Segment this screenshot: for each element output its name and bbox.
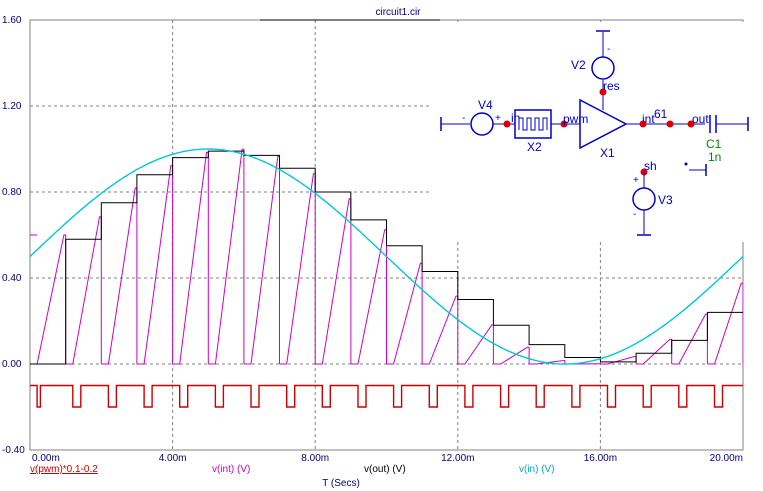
series-layer xyxy=(30,148,743,408)
x-tick-label: 4.00m xyxy=(159,453,187,464)
legend-in: v(in) (V) xyxy=(519,464,555,475)
node-out-dot xyxy=(687,120,695,128)
x2-pwm-wave-icon xyxy=(518,117,548,131)
y-tick-label: -0.40 xyxy=(2,445,25,456)
net-res-label: res xyxy=(603,79,620,93)
v3-plus: + xyxy=(633,175,639,186)
schematic-background xyxy=(432,22,754,242)
node-res-dot xyxy=(599,88,607,96)
schematic: V4 - + in X2 pwm X1 res V2 - int 61 out xyxy=(432,22,754,242)
x-tick-label: 0.00m xyxy=(32,453,60,464)
y-tick-label: 1.60 xyxy=(2,15,22,26)
net-sh-label: sh xyxy=(644,159,657,173)
legend-pwm: v(pwm)*0.1-0.2 xyxy=(30,464,98,475)
node-int-dot xyxy=(639,120,647,128)
node-in-dot xyxy=(503,120,511,128)
node-pwm-dot xyxy=(560,120,568,128)
node-61-dot xyxy=(666,120,674,128)
series-out-line xyxy=(30,150,743,365)
x-tick-label: 8.00m xyxy=(301,453,329,464)
v3-minus: - xyxy=(633,209,636,220)
v4-plus: + xyxy=(495,113,501,124)
series-int-line xyxy=(30,148,743,365)
x-axis-label: T (Secs) xyxy=(322,478,360,489)
c1-label: C1 xyxy=(706,137,722,151)
series-pwm-line xyxy=(30,384,743,408)
window-title: circuit1.cir xyxy=(375,7,421,18)
series-in-line xyxy=(30,148,743,365)
net-out-label: out xyxy=(692,112,709,126)
y-tick-label: 1.20 xyxy=(2,101,22,112)
net-int-label: int xyxy=(642,112,655,126)
net-pwm-label: pwm xyxy=(563,112,588,126)
series-clip xyxy=(30,148,743,408)
y-tick-labels: 1.60 1.20 0.80 0.40 0.00 -0.40 xyxy=(2,15,25,456)
x-tick-label: 12.00m xyxy=(441,453,474,464)
y-tick-label: 0.40 xyxy=(2,273,22,284)
x1-label: X1 xyxy=(600,146,615,160)
legend-int: v(int) (V) xyxy=(212,464,250,475)
legend-out: v(out) (V) xyxy=(364,464,406,475)
v2-minus: - xyxy=(607,44,610,55)
net-61-label: 61 xyxy=(654,107,668,121)
switch-contact-left xyxy=(684,162,688,166)
c1-value: 1n xyxy=(708,150,721,164)
x-tick-labels: 0.00m 4.00m 8.00m 12.00m 16.00m 20.00m xyxy=(32,453,743,464)
x-tick-label: 20.00m xyxy=(710,453,743,464)
x2-label: X2 xyxy=(527,140,542,154)
y-tick-label: 0.00 xyxy=(2,359,22,370)
v2-label: V2 xyxy=(571,58,586,72)
x1-amplifier-symbol[interactable] xyxy=(579,98,628,150)
y-tick-label: 0.80 xyxy=(2,187,22,198)
v4-label: V4 xyxy=(478,98,493,112)
v3-label: V3 xyxy=(658,193,673,207)
v4-minus: - xyxy=(462,113,465,124)
x-tick-label: 16.00m xyxy=(584,453,617,464)
